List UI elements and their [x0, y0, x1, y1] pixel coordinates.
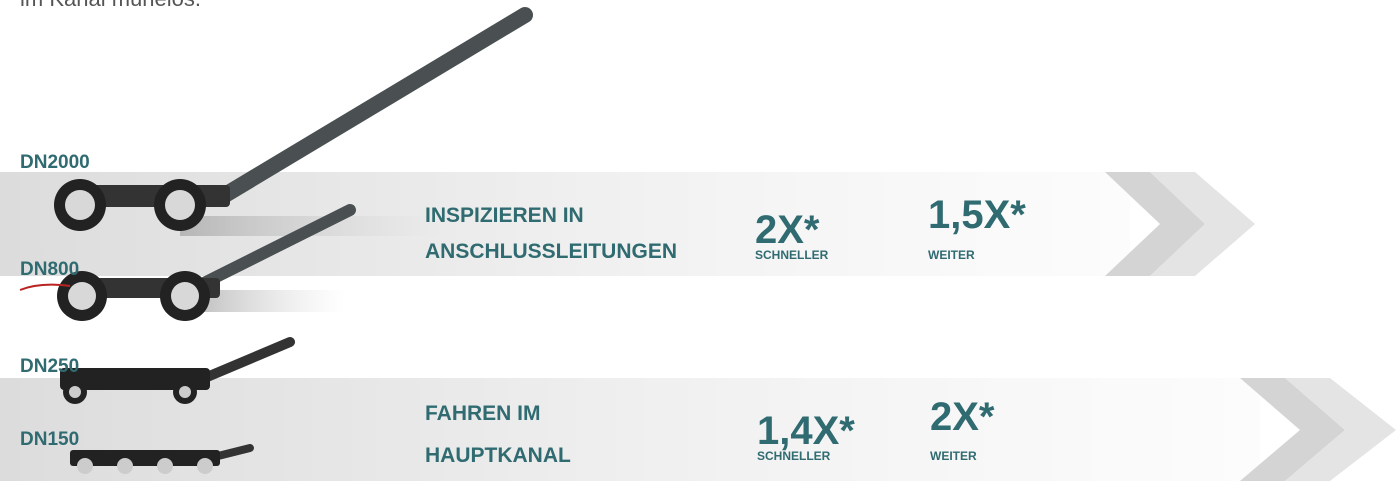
stat-value: 2X*	[930, 395, 995, 439]
stat-value: 1,5X*	[928, 193, 1026, 237]
stat-label: SCHNELLER	[755, 248, 829, 262]
stat-value: 2X*	[755, 208, 820, 252]
row-title: FAHREN IM	[425, 402, 541, 425]
intro-text: im Kanal mühelos.	[20, 0, 201, 11]
row-title: HAUPTKANAL	[425, 444, 571, 467]
stat-label: SCHNELLER	[757, 449, 831, 463]
row-title: ANSCHLUSSLEITUNGEN	[425, 240, 677, 263]
size-label: DN150	[20, 429, 79, 450]
size-label: DN2000	[20, 152, 90, 173]
stat-label: WEITER	[930, 449, 977, 463]
graphic: im Kanal mühelos. DN2000 DN800 DN250 DN1…	[0, 0, 1396, 481]
size-label: DN250	[20, 356, 79, 377]
stat-label: WEITER	[928, 248, 975, 262]
stat-value: 1,4X*	[757, 409, 855, 453]
row-title: INSPIZIEREN IN	[425, 204, 584, 227]
size-label: DN800	[20, 259, 79, 280]
page: im Kanal mühelos. DN2000 DN800 DN250 DN1…	[0, 0, 1396, 481]
